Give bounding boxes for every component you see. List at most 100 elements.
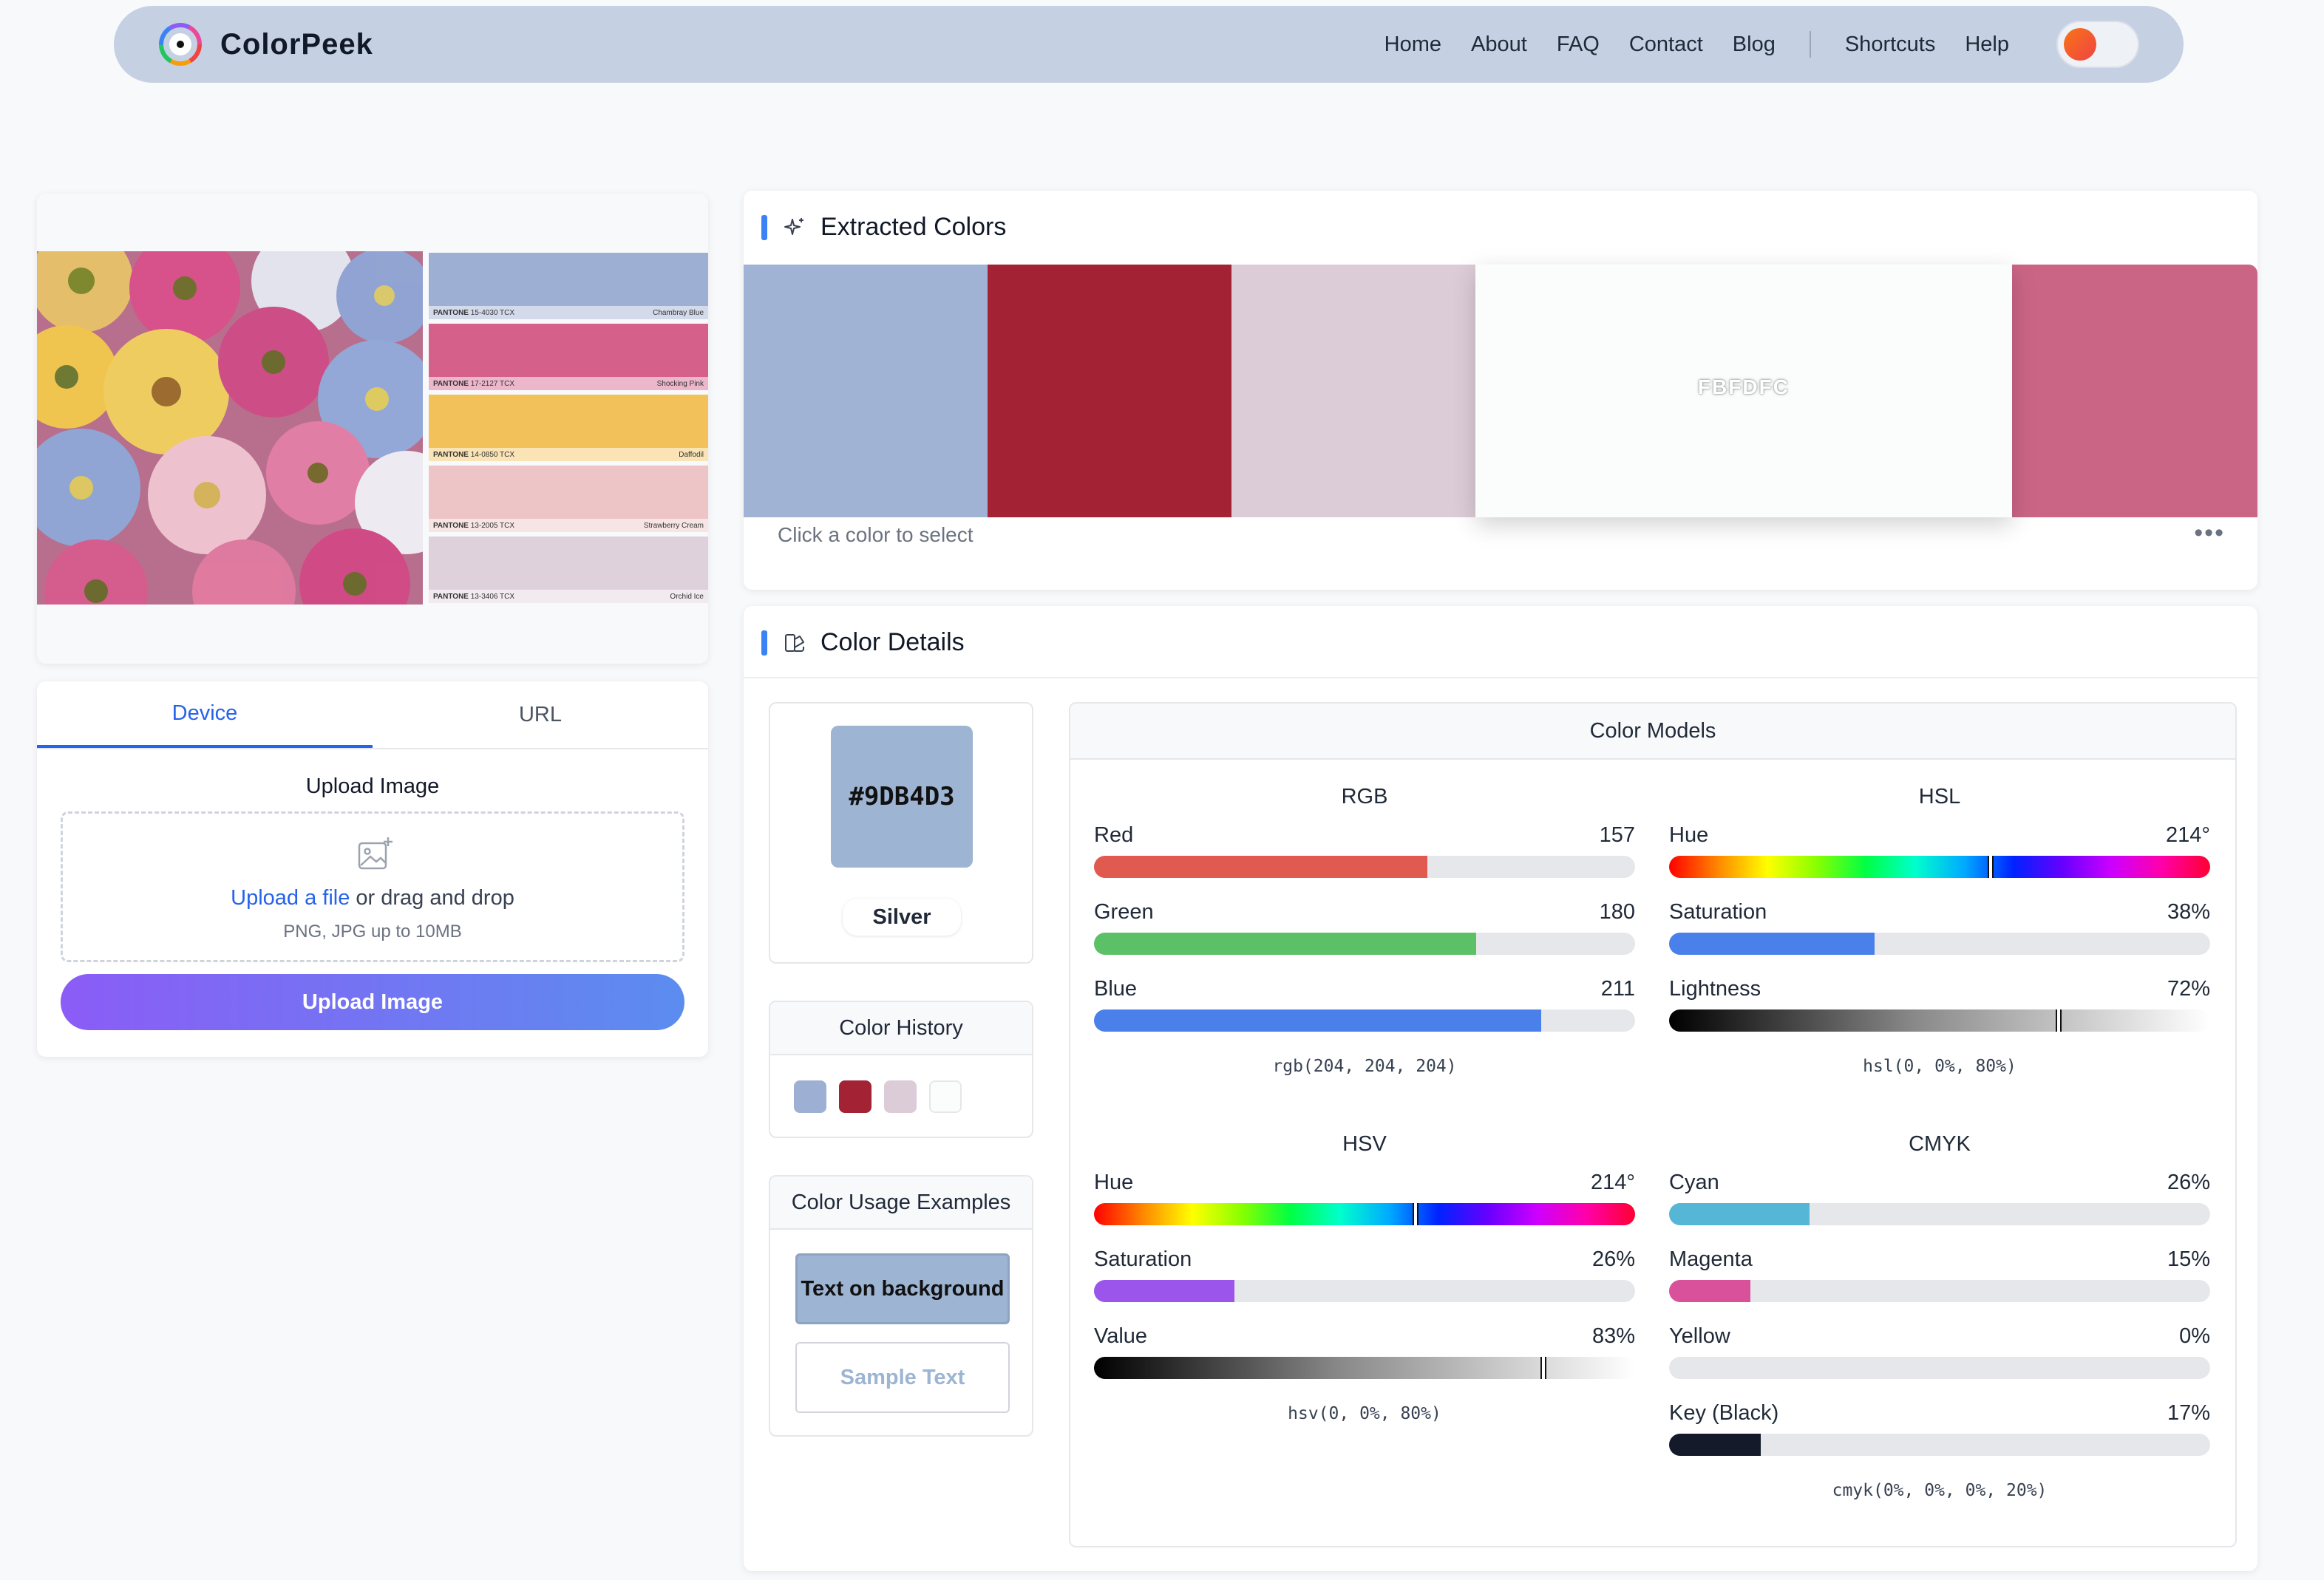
- nav-blog[interactable]: Blog: [1732, 32, 1776, 56]
- pantone-code: 15-4030 TCX: [470, 308, 515, 317]
- image-add-icon: [358, 837, 393, 870]
- rgb-code: rgb(204, 204, 204): [1272, 1057, 1457, 1076]
- rgb-blue-value: 211: [1600, 977, 1635, 1001]
- pantone-name: Orchid Ice: [670, 592, 704, 601]
- cmyk-key-black-value: 17%: [2167, 1401, 2210, 1425]
- slider-fill: [1094, 1009, 1542, 1032]
- top-nav: ColorPeek Home About FAQ Contact Blog Sh…: [114, 6, 2184, 83]
- hsv-value-label: Value: [1094, 1324, 1148, 1348]
- hsl-hue-label: Hue: [1669, 823, 1709, 847]
- extracted-colors-card: Extracted Colors FBFDFC Click a color to…: [744, 191, 2257, 590]
- history-swatch[interactable]: [929, 1080, 962, 1113]
- tab-device[interactable]: Device: [37, 681, 373, 748]
- swatch-book-icon: [785, 633, 804, 652]
- hsv-value-slider[interactable]: [1094, 1357, 1635, 1379]
- nav-contact[interactable]: Contact: [1628, 32, 1703, 56]
- color-swatch[interactable]: [1231, 265, 1475, 517]
- history-swatch[interactable]: [839, 1080, 872, 1113]
- nav-about[interactable]: About: [1471, 32, 1527, 56]
- slider-handle[interactable]: [2056, 1009, 2062, 1032]
- color-swatch-selected[interactable]: FBFDFC: [1475, 265, 2012, 517]
- hsv-saturation-label: Saturation: [1094, 1247, 1192, 1271]
- slider-handle[interactable]: [1412, 1203, 1418, 1225]
- cmyk-yellow-label: Yellow: [1669, 1324, 1730, 1348]
- slider-handle[interactable]: [1540, 1357, 1546, 1379]
- current-color-card: #9DB4D3 Silver: [769, 702, 1033, 964]
- cmyk-magenta-slider[interactable]: [1669, 1280, 2210, 1302]
- hsv-saturation-value: 26%: [1591, 1247, 1635, 1271]
- slider-fill: [1669, 1434, 1761, 1456]
- slider-fill: [1669, 933, 1875, 955]
- pantone-name: Strawberry Cream: [643, 521, 704, 530]
- select-hint: Click a color to select: [778, 523, 974, 546]
- hsl-lightness-label: Lightness: [1669, 977, 1761, 1001]
- rgb-red-slider[interactable]: [1094, 856, 1635, 878]
- color-swatch[interactable]: [2012, 265, 2257, 517]
- pantone-label: PANTONE 14-0850 TCX Daffodil: [429, 448, 708, 461]
- color-swatch[interactable]: [988, 265, 1231, 517]
- brand-name[interactable]: ColorPeek: [220, 27, 373, 61]
- nav-faq[interactable]: FAQ: [1556, 32, 1600, 56]
- theme-toggle[interactable]: [2056, 21, 2139, 68]
- cmyk-cyan-slider[interactable]: [1669, 1203, 2210, 1225]
- nav-shortcuts[interactable]: Shortcuts: [1844, 32, 1936, 56]
- hsl-code: hsl(0, 0%, 80%): [1863, 1057, 2016, 1076]
- pantone-brand: PANTONE: [433, 592, 469, 601]
- pantone-name: Chambray Blue: [653, 308, 704, 317]
- cmyk-yellow-slider[interactable]: [1669, 1357, 2210, 1379]
- pantone-label: PANTONE 15-4030 TCX Chambray Blue: [429, 306, 708, 319]
- upload-image-button[interactable]: Upload Image: [61, 974, 684, 1030]
- color-details-title: Color Details: [820, 628, 965, 656]
- hsv-saturation-slider[interactable]: [1094, 1280, 1635, 1302]
- color-history-title: Color History: [770, 1002, 1032, 1055]
- logo-icon: [159, 23, 202, 66]
- rgb-green-label: Green: [1094, 900, 1154, 924]
- upload-tabs: Device URL: [37, 681, 708, 749]
- history-swatch[interactable]: [884, 1080, 917, 1113]
- pantone-code: 14-0850 TCX: [470, 450, 515, 459]
- rgb-green-slider[interactable]: [1094, 933, 1635, 955]
- hsl-hue-value: 214°: [2166, 823, 2210, 847]
- hsl-title: HSL: [1918, 785, 1961, 808]
- pantone-name: Shocking Pink: [656, 379, 704, 388]
- pantone-brand: PANTONE: [433, 308, 469, 317]
- tab-url[interactable]: URL: [518, 702, 562, 726]
- drop-hint: or drag and drop: [350, 886, 514, 910]
- cmyk-cyan-value: 26%: [2167, 1171, 2210, 1194]
- pantone-card-0: PANTONE 15-4030 TCX Chambray Blue: [429, 253, 708, 319]
- color-history-card: Color History: [769, 1001, 1033, 1138]
- pantone-name: Daffodil: [679, 450, 704, 459]
- upload-card: Device URL Upload Image Upload a file or…: [37, 681, 708, 1057]
- hsl-hue-slider[interactable]: [1669, 856, 2210, 878]
- current-color-swatch[interactable]: #9DB4D3: [831, 726, 973, 868]
- uploaded-image: [37, 251, 423, 605]
- sparkles-icon: [784, 217, 803, 235]
- slider-fill: [1669, 1280, 1750, 1302]
- history-swatch[interactable]: [794, 1080, 826, 1113]
- slider-fill: [1669, 1203, 1810, 1225]
- hsl-saturation-slider[interactable]: [1669, 933, 2210, 955]
- color-name: Silver: [843, 899, 961, 936]
- cmyk-yellow-value: 0%: [2179, 1324, 2210, 1348]
- pantone-card-3: PANTONE 13-2005 TCX Strawberry Cream: [429, 466, 708, 532]
- nav-home[interactable]: Home: [1384, 32, 1442, 56]
- upload-file-link[interactable]: Upload a file: [231, 886, 350, 910]
- dropzone[interactable]: Upload a file or drag and drop PNG, JPG …: [61, 811, 684, 962]
- hsv-code: hsv(0, 0%, 80%): [1288, 1404, 1441, 1423]
- more-options-icon[interactable]: •••: [2194, 519, 2225, 547]
- pantone-card-1: PANTONE 17-2127 TCX Shocking Pink: [429, 324, 708, 390]
- pantone-brand: PANTONE: [433, 521, 469, 530]
- slider-fill: [1094, 856, 1427, 878]
- hsl-lightness-slider[interactable]: [1669, 1009, 2210, 1032]
- cmyk-key-black-label: Key (Black): [1669, 1401, 1779, 1425]
- rgb-blue-slider[interactable]: [1094, 1009, 1635, 1032]
- cmyk-cyan-label: Cyan: [1669, 1171, 1719, 1194]
- hsv-hue-slider[interactable]: [1094, 1203, 1635, 1225]
- color-swatch[interactable]: [744, 265, 988, 517]
- cmyk-key-black-slider[interactable]: [1669, 1434, 2210, 1456]
- nav-help[interactable]: Help: [1965, 32, 2009, 56]
- hsv-title: HSV: [1342, 1132, 1387, 1156]
- pantone-label: PANTONE 13-3406 TCX Orchid Ice: [429, 590, 708, 603]
- rgb-title: RGB: [1341, 785, 1388, 808]
- slider-handle[interactable]: [1987, 856, 1994, 878]
